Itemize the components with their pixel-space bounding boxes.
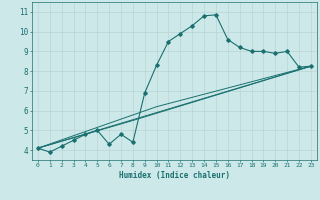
X-axis label: Humidex (Indice chaleur): Humidex (Indice chaleur) <box>119 171 230 180</box>
